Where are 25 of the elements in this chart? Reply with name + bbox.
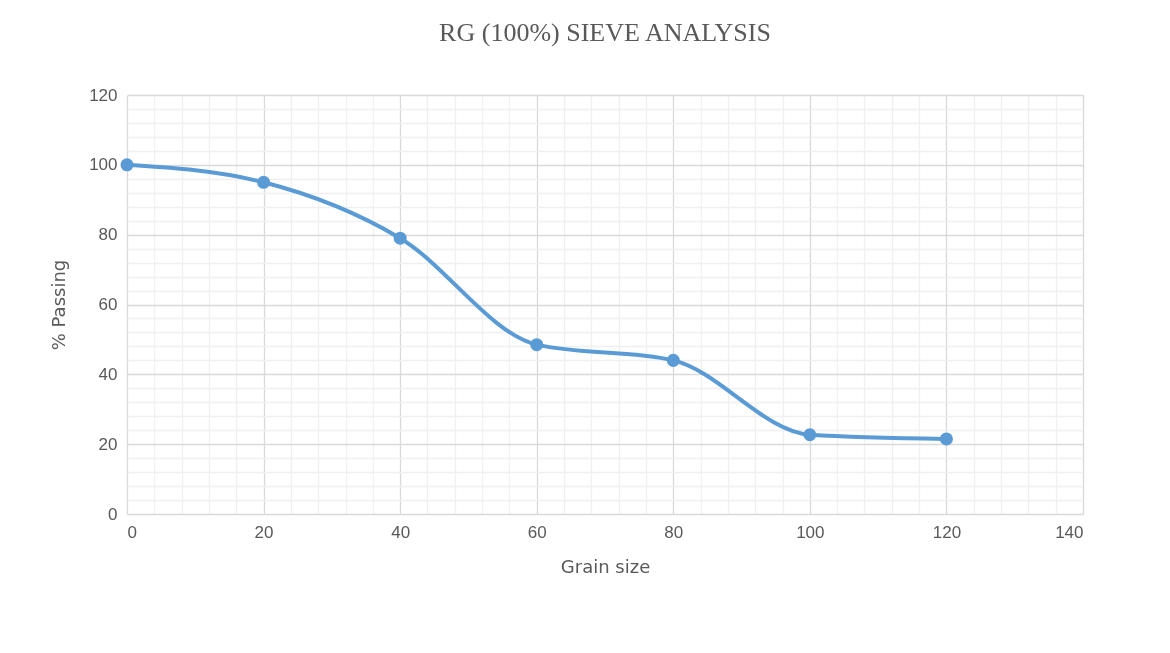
point (939, 432, 953, 446)
y-tick-label: 100 (89, 155, 118, 175)
y-tick-label: 120 (89, 85, 118, 105)
y-tick-label: 80 (98, 225, 118, 245)
point (257, 175, 271, 189)
y-tick-label: 40 (98, 364, 118, 384)
point (666, 353, 680, 367)
x-tick-label: 0 (127, 522, 137, 542)
point (393, 231, 407, 245)
x-tick-label: 100 (796, 522, 825, 542)
x-axis-title: Grain size (560, 555, 651, 577)
x-tick-label: 40 (391, 522, 411, 542)
x-tick-label: 120 (932, 522, 962, 542)
x-tick-label: 60 (527, 522, 547, 542)
y-tick-label: 60 (98, 295, 118, 314)
point (803, 428, 817, 442)
x-tick-label: 20 (254, 522, 274, 542)
chart-title: RG (100%) SIEVE ANALYSIS (439, 18, 771, 47)
y-tick-label: 20 (98, 434, 118, 454)
x-tick-label: 80 (664, 522, 684, 542)
x-tick-label: 140 (1055, 522, 1084, 542)
point (120, 158, 134, 172)
y-tick-label: 0 (108, 504, 118, 524)
point (530, 338, 544, 352)
y-axis-title: % Passing (48, 259, 70, 351)
